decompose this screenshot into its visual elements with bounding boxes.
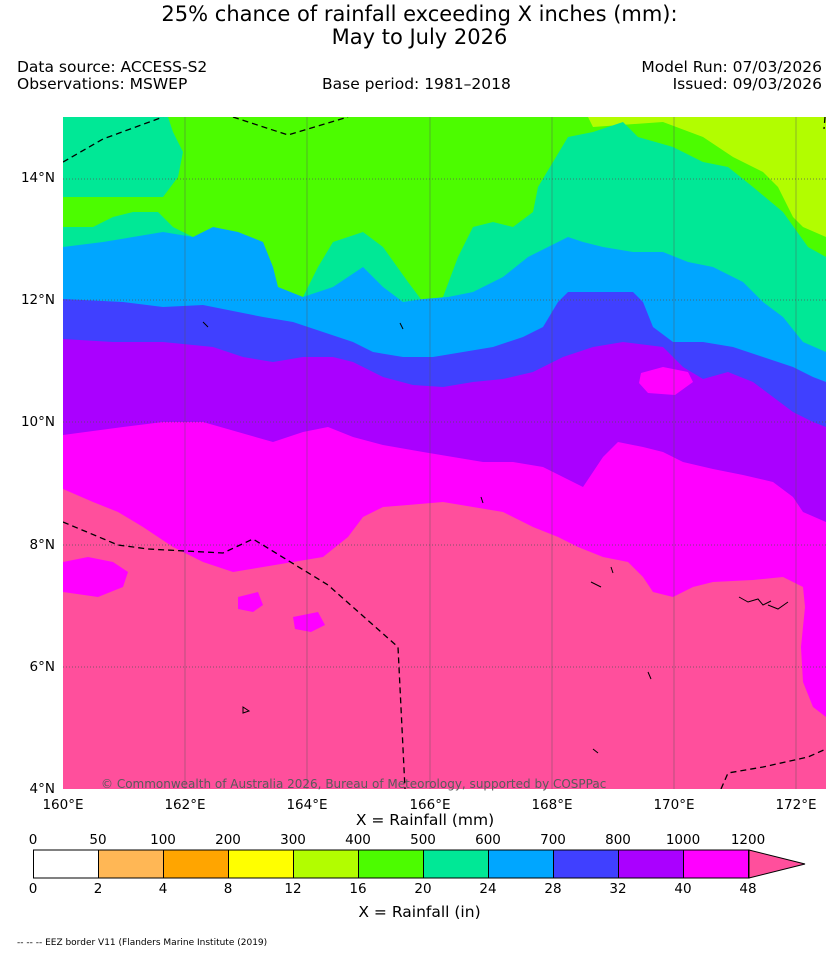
eez-footnote: -- -- -- EEZ border V11 (Flanders Marine… <box>17 938 268 948</box>
legend-mm-tick-label: 100 <box>150 832 176 848</box>
eez-border-north-east <box>823 117 826 130</box>
legend-in-tick-label: 20 <box>414 881 432 897</box>
colorbar-cell <box>683 849 749 879</box>
legend-in-tick-label: 0 <box>28 881 38 897</box>
lon-label-164: 164°E <box>286 797 328 813</box>
colorbar-cell <box>228 849 294 879</box>
lon-label-166: 166°E <box>409 797 451 813</box>
magenta-island-3 <box>293 612 325 632</box>
islands <box>202 321 789 754</box>
legend-mm-tick-label: 300 <box>280 832 306 848</box>
legend-mm-tick-label: 1000 <box>665 832 701 848</box>
colorbar-cell <box>98 849 164 879</box>
island-1 <box>738 596 772 606</box>
lat-label-6: 6°N <box>29 659 55 675</box>
legend-in-tick-label: 28 <box>544 881 562 897</box>
island-8 <box>610 566 614 574</box>
legend-mm-tick-label: 600 <box>475 832 501 848</box>
legend-mm-tick-label: 800 <box>605 832 631 848</box>
colorbar-cell <box>553 849 619 879</box>
legend-in-tick-label: 16 <box>349 881 367 897</box>
rainfall-map[interactable]: © Commonwealth of Australia 2026, Bureau… <box>63 117 826 791</box>
lon-label-172: 172°E <box>775 797 817 813</box>
eez-border-west <box>63 521 406 789</box>
legend-mm-tick-label: 700 <box>540 832 566 848</box>
island-10 <box>399 322 404 330</box>
lat-label-4: 4°N <box>29 781 55 797</box>
legend-mm-labels: 0 50 100 200 300 400 500 600 700 800 1000 1200 <box>0 832 839 848</box>
legend-mm-tick-label: 500 <box>410 832 436 848</box>
colorbar <box>33 849 806 879</box>
island-6 <box>592 748 599 754</box>
magenta-island-2 <box>238 592 263 612</box>
island-5 <box>647 671 652 680</box>
island-7 <box>480 496 484 504</box>
legend-in-labels: 0 2 4 8 12 16 20 24 28 32 40 48 <box>0 881 839 897</box>
colorbar-cell <box>488 849 554 879</box>
legend-in-tick-label: 40 <box>674 881 692 897</box>
island-9 <box>202 321 209 328</box>
legend-mm-tick-label: 1200 <box>730 832 766 848</box>
rainfall-map-svg <box>63 117 826 789</box>
colorbar-cell <box>358 849 424 879</box>
eez-borders <box>63 117 826 789</box>
eez-border-north <box>63 117 164 163</box>
copyright-notice: © Commonwealth of Australia 2026, Bureau… <box>101 777 607 791</box>
legend-in-tick-label: 24 <box>479 881 497 897</box>
island-3 <box>242 706 251 714</box>
legend-in-tick-label: 2 <box>93 881 103 897</box>
lon-label-170: 170°E <box>653 797 695 813</box>
island-2 <box>767 601 789 610</box>
lat-label-10: 10°N <box>20 414 55 430</box>
graticule <box>63 117 826 789</box>
legend-in-tick-label: 4 <box>158 881 168 897</box>
colorbar-cell <box>33 849 99 879</box>
issued-label: Issued: 09/03/2026 <box>672 75 822 93</box>
colorbar-cell <box>618 849 684 879</box>
colorbar-extend-arrow <box>748 849 806 879</box>
magenta-island-1 <box>63 557 128 597</box>
legend-mm-tick-label: 0 <box>28 832 38 848</box>
magenta-blob <box>639 367 693 395</box>
island-4 <box>590 581 602 588</box>
lat-label-8: 8°N <box>29 537 55 553</box>
legend-in-tick-label: 32 <box>609 881 627 897</box>
colorbar-cell <box>163 849 229 879</box>
lon-label-160: 160°E <box>42 797 84 813</box>
band-over-48in <box>63 489 826 789</box>
legend-mm-tick-label: 400 <box>345 832 371 848</box>
legend-mm-tick-label: 50 <box>89 832 107 848</box>
map-title-line2: May to July 2026 <box>331 25 508 49</box>
legend-in-tick-label: 48 <box>739 881 757 897</box>
map-title-line1: 25% chance of rainfall exceeding X inche… <box>161 2 678 26</box>
colorbar-cell <box>423 849 489 879</box>
data-source-label: Data source: ACCESS-S2 <box>17 58 208 76</box>
colorbar-outline <box>33 849 750 879</box>
eez-border-south-east <box>720 748 826 789</box>
legend-mm-tick-label: 200 <box>215 832 241 848</box>
legend-in-tick-label: 8 <box>223 881 233 897</box>
model-run-label: Model Run: 07/03/2026 <box>641 58 822 76</box>
lat-label-14: 14°N <box>20 170 55 186</box>
legend-in-tick-label: 12 <box>284 881 302 897</box>
lon-label-162: 162°E <box>164 797 206 813</box>
colorbar-cell <box>293 849 359 879</box>
lon-label-168: 168°E <box>531 797 573 813</box>
legend-mm-title: X = Rainfall (mm) <box>355 811 495 829</box>
base-period-label: Base period: 1981–2018 <box>322 75 511 93</box>
observations-label: Observations: MSWEP <box>17 75 188 93</box>
legend-in-title: X = Rainfall (in) <box>358 903 481 921</box>
lat-label-12: 12°N <box>20 292 55 308</box>
